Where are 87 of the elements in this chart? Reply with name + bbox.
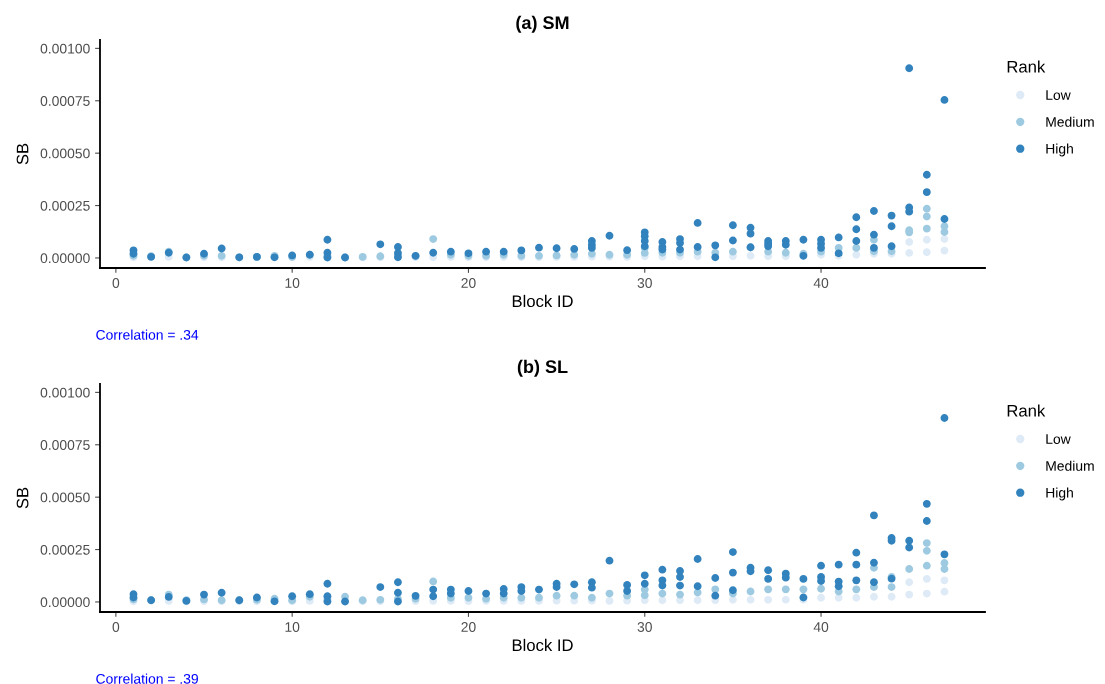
chart-title: (a) SM <box>516 15 569 33</box>
point <box>905 565 914 573</box>
point <box>905 578 914 587</box>
point <box>922 589 931 598</box>
point <box>552 591 561 600</box>
text: Correlation = .39 <box>96 673 198 684</box>
x-tick-label: 0 <box>112 278 120 288</box>
point <box>887 592 896 601</box>
point <box>728 247 737 256</box>
point <box>605 596 614 605</box>
point <box>922 235 931 244</box>
point <box>940 228 949 236</box>
point <box>922 224 931 233</box>
point <box>852 243 861 252</box>
point <box>764 595 773 604</box>
x-axis-title: Block ID <box>512 638 573 652</box>
point <box>905 248 914 257</box>
point <box>905 590 914 599</box>
point <box>922 546 931 555</box>
point <box>922 204 931 213</box>
point <box>817 593 825 602</box>
point <box>658 596 667 605</box>
point <box>940 587 949 596</box>
y-axis-title: SB <box>16 487 29 509</box>
x-tick-label: 20 <box>461 622 476 632</box>
legend-label: Medium <box>1046 460 1094 471</box>
x-axis-title: Block ID <box>512 294 573 308</box>
x-tick-label: 40 <box>813 278 829 288</box>
point <box>429 235 438 244</box>
point <box>640 591 649 600</box>
legend-title: Rank <box>1007 404 1046 417</box>
point <box>764 585 773 594</box>
legend-label: Low <box>1046 90 1071 101</box>
legend-label: Medium <box>1046 116 1094 127</box>
y-tick-label: 0.00025 <box>40 544 90 555</box>
y-tick-label: 0.00000 <box>40 253 90 264</box>
y-tick-label: 0.00100 <box>40 43 90 54</box>
point <box>676 590 684 599</box>
x-tick-label: 0 <box>112 622 120 632</box>
point <box>940 565 949 573</box>
x-tick-label: 30 <box>637 622 652 632</box>
point <box>781 595 790 604</box>
point <box>922 539 931 547</box>
y-tick-label: 0.00025 <box>40 200 90 211</box>
point <box>905 238 914 246</box>
point <box>781 248 790 257</box>
y-tick-label: 0.00100 <box>40 387 90 398</box>
x-tick-label: 20 <box>461 278 476 288</box>
point <box>852 250 861 259</box>
legend-label: High <box>1046 143 1073 157</box>
point <box>693 596 702 605</box>
point <box>887 583 896 591</box>
chart-title: (b) SL <box>517 359 568 377</box>
legend-label: High <box>1046 487 1073 501</box>
point <box>922 561 931 570</box>
point <box>781 585 790 594</box>
point <box>429 577 438 586</box>
legend-label: Low <box>1046 434 1071 445</box>
y-tick-label: 0.00050 <box>40 148 90 159</box>
point <box>852 593 861 602</box>
point <box>940 246 949 255</box>
point <box>746 595 755 604</box>
point <box>605 589 614 598</box>
point <box>799 585 808 594</box>
point <box>464 593 473 602</box>
point <box>817 584 825 593</box>
point <box>922 212 931 221</box>
x-tick-label: 10 <box>285 622 300 632</box>
y-tick-label: 0.00075 <box>40 440 90 450</box>
y-tick-label: 0.00075 <box>40 96 90 106</box>
point <box>746 251 755 260</box>
point <box>852 585 861 594</box>
point <box>570 591 579 600</box>
y-tick-label: 0.00050 <box>40 492 90 503</box>
x-tick-label: 10 <box>285 278 300 288</box>
point <box>870 592 878 601</box>
text: Correlation = .34 <box>96 329 199 340</box>
point <box>922 248 931 257</box>
point <box>940 576 949 585</box>
point <box>922 574 931 583</box>
legend-title: Rank <box>1007 60 1046 73</box>
y-axis-title: SB <box>16 143 29 165</box>
point <box>658 589 667 598</box>
y-tick-label: 0.00000 <box>40 597 90 608</box>
x-tick-label: 40 <box>813 622 829 632</box>
point <box>746 587 755 596</box>
x-tick-label: 30 <box>637 278 652 288</box>
